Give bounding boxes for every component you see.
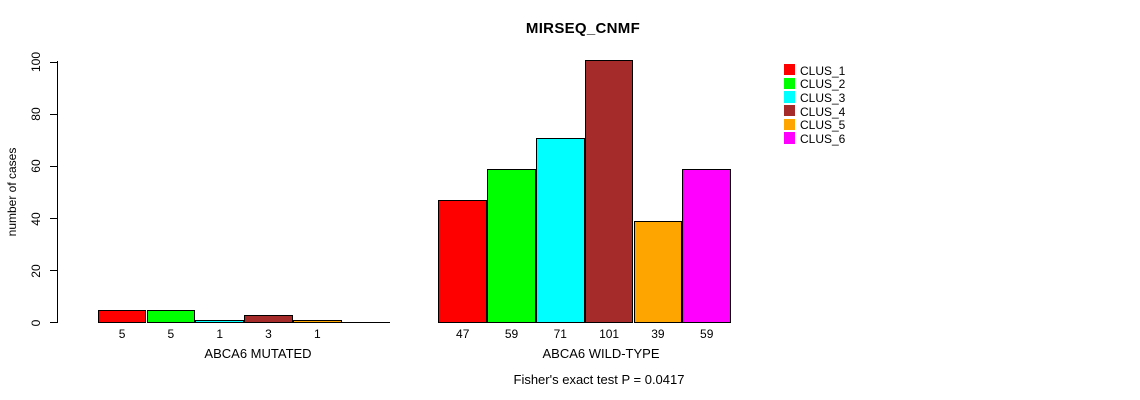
legend-swatch-clus_5: [784, 118, 796, 130]
bar-clus_3: [535, 137, 585, 323]
bar-clus_5: [292, 320, 342, 323]
footnote-fisher-test: Fisher's exact test P = 0.0417: [513, 372, 685, 387]
y-tick: [50, 322, 57, 324]
bar-clus_1: [97, 309, 147, 323]
x-axis-group-label-wildtype: ABCA6 WILD-TYPE: [542, 346, 660, 361]
bar-clus_4: [244, 314, 293, 323]
y-tick-label: 80: [29, 107, 43, 122]
y-tick-label: 0: [29, 319, 43, 327]
legend-swatch-clus_1: [784, 64, 796, 76]
y-tick-label: 100: [29, 52, 43, 73]
y-tick-label: 20: [29, 263, 43, 278]
bar-value-label: 39: [651, 327, 665, 341]
legend-label-clus_4: CLUS_4: [800, 104, 846, 119]
y-tick-label: 40: [29, 211, 43, 226]
y-tick: [50, 165, 57, 168]
bar-value-label: 101: [599, 327, 620, 341]
bar-clus_3: [195, 320, 245, 323]
bar-value-label: 71: [553, 327, 567, 341]
bar-clus_2: [146, 309, 196, 323]
legend-label-clus_5: CLUS_5: [800, 118, 846, 133]
bar-value-label: 3: [265, 327, 272, 341]
bar-value-label: 59: [504, 327, 519, 341]
bar-value-label: 59: [700, 327, 714, 341]
y-tick: [50, 61, 57, 63]
bar-clus_1: [438, 200, 488, 323]
bar-value-label: 5: [118, 327, 126, 341]
bar-clus_4: [584, 59, 634, 323]
legend-label-clus_2: CLUS_2: [800, 77, 846, 92]
bar-value-label: 1: [216, 327, 224, 341]
y-tick-label: 60: [29, 159, 43, 174]
legend-label-clus_3: CLUS_3: [800, 90, 846, 105]
x-axis-group-label-mutated: ABCA6 MUTATED: [204, 346, 312, 361]
bar-clus_5: [633, 221, 683, 323]
legend-swatch-clus_4: [784, 105, 796, 117]
bar-clus_2: [487, 169, 536, 323]
chart-title: MIRSEQ_CNMF: [525, 20, 641, 37]
bar-value-label: 1: [313, 327, 321, 341]
y-axis-label: number of cases: [5, 147, 19, 237]
bar-value-label: 5: [167, 327, 175, 341]
y-tick: [50, 113, 57, 115]
legend-swatch-clus_2: [784, 77, 796, 89]
bar-clus_6-zero: [341, 321, 391, 323]
bar-value-label: 47: [456, 327, 470, 341]
legend-swatch-clus_6: [784, 132, 796, 144]
bar-clus_6: [682, 169, 732, 323]
legend-swatch-clus_3: [784, 91, 796, 103]
y-tick: [50, 217, 57, 220]
y-axis-line: [57, 61, 59, 323]
y-tick: [50, 270, 57, 272]
legend-label-clus_6: CLUS_6: [800, 131, 846, 146]
legend-label-clus_1: CLUS_1: [800, 63, 846, 78]
